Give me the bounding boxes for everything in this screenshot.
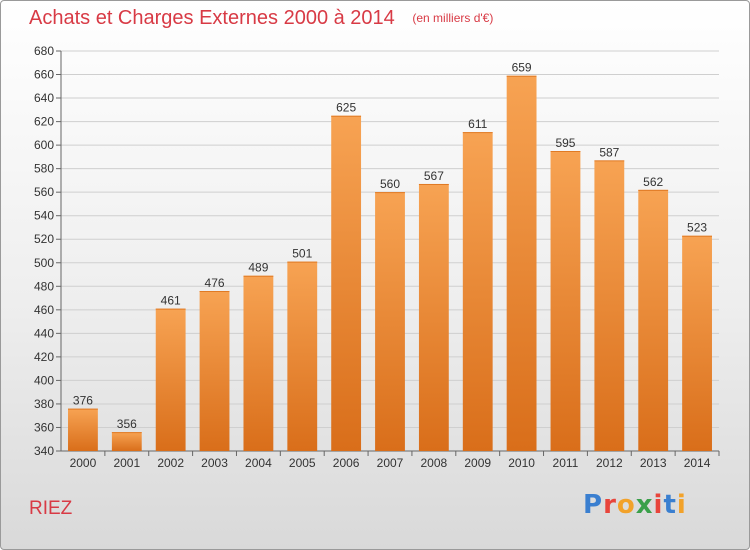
data-label: 501 — [292, 247, 312, 261]
chart-title-text: Achats et Charges Externes 2000 à 2014 — [29, 7, 395, 29]
bar — [243, 275, 274, 451]
x-tick-label: 2000 — [70, 456, 97, 470]
x-tick-label: 2007 — [377, 456, 404, 470]
data-label: 587 — [599, 145, 619, 159]
bar — [638, 189, 669, 451]
data-label: 659 — [512, 61, 532, 75]
x-tick-label: 2010 — [508, 456, 535, 470]
bar — [594, 160, 625, 452]
data-label: 611 — [468, 117, 487, 131]
x-tick-label: 2006 — [333, 456, 360, 470]
chart-subtitle: (en milliers d'€) — [412, 11, 494, 25]
y-tick-label: 660 — [34, 68, 54, 82]
x-tick-label: 2014 — [684, 456, 711, 470]
data-label: 567 — [424, 169, 444, 183]
bar — [68, 408, 98, 451]
x-tick-label: 2004 — [245, 456, 272, 470]
y-tick-label: 620 — [34, 115, 54, 129]
bar — [155, 308, 186, 451]
x-tick-label: 2002 — [157, 456, 184, 470]
y-tick-label: 460 — [34, 303, 54, 317]
x-tick-label: 2012 — [596, 456, 623, 470]
data-label: 560 — [380, 177, 400, 191]
y-tick-label: 440 — [34, 326, 54, 340]
chart-title: Achats et Charges Externes 2000 à 2014 (… — [29, 7, 493, 30]
bar — [462, 132, 493, 452]
x-tick-label: 2003 — [201, 456, 228, 470]
x-tick-label: 2001 — [113, 456, 140, 470]
y-tick-label: 560 — [34, 185, 54, 199]
bar — [111, 432, 142, 451]
bar — [287, 261, 318, 451]
y-tick-label: 380 — [34, 397, 54, 411]
y-tick-label: 360 — [34, 420, 54, 434]
data-label: 356 — [117, 417, 137, 431]
x-tick-label: 2005 — [289, 456, 316, 470]
y-tick-label: 420 — [34, 350, 54, 364]
y-tick-label: 500 — [34, 256, 54, 270]
y-tick-label: 340 — [34, 444, 54, 458]
bar — [506, 75, 537, 452]
x-tick-label: 2008 — [421, 456, 448, 470]
data-label: 562 — [643, 175, 663, 189]
y-tick-label: 680 — [34, 44, 54, 58]
x-tick-label: 2011 — [553, 456, 579, 470]
data-label: 489 — [248, 261, 268, 275]
data-label: 625 — [336, 101, 356, 115]
bar — [375, 192, 405, 452]
town-name: RIEZ — [29, 498, 73, 519]
bar — [199, 291, 230, 451]
bar — [682, 235, 712, 451]
y-tick-label: 400 — [34, 373, 54, 387]
y-tick-label: 580 — [34, 162, 54, 176]
bar — [418, 183, 449, 452]
bar — [331, 115, 362, 452]
proxiti-logo: Proxiti — [583, 490, 687, 520]
y-tick-label: 640 — [34, 91, 54, 105]
data-label: 376 — [73, 394, 93, 408]
x-tick-label: 2009 — [464, 456, 491, 470]
data-label: 476 — [205, 276, 225, 290]
data-label: 523 — [687, 221, 707, 235]
data-label: 461 — [161, 294, 181, 308]
y-tick-label: 520 — [34, 232, 54, 246]
data-label: 595 — [555, 136, 575, 150]
y-tick-label: 600 — [34, 138, 54, 152]
y-tick-label: 540 — [34, 209, 54, 223]
y-tick-label: 480 — [34, 279, 54, 293]
bar — [550, 151, 581, 451]
x-tick-label: 2013 — [640, 456, 667, 470]
